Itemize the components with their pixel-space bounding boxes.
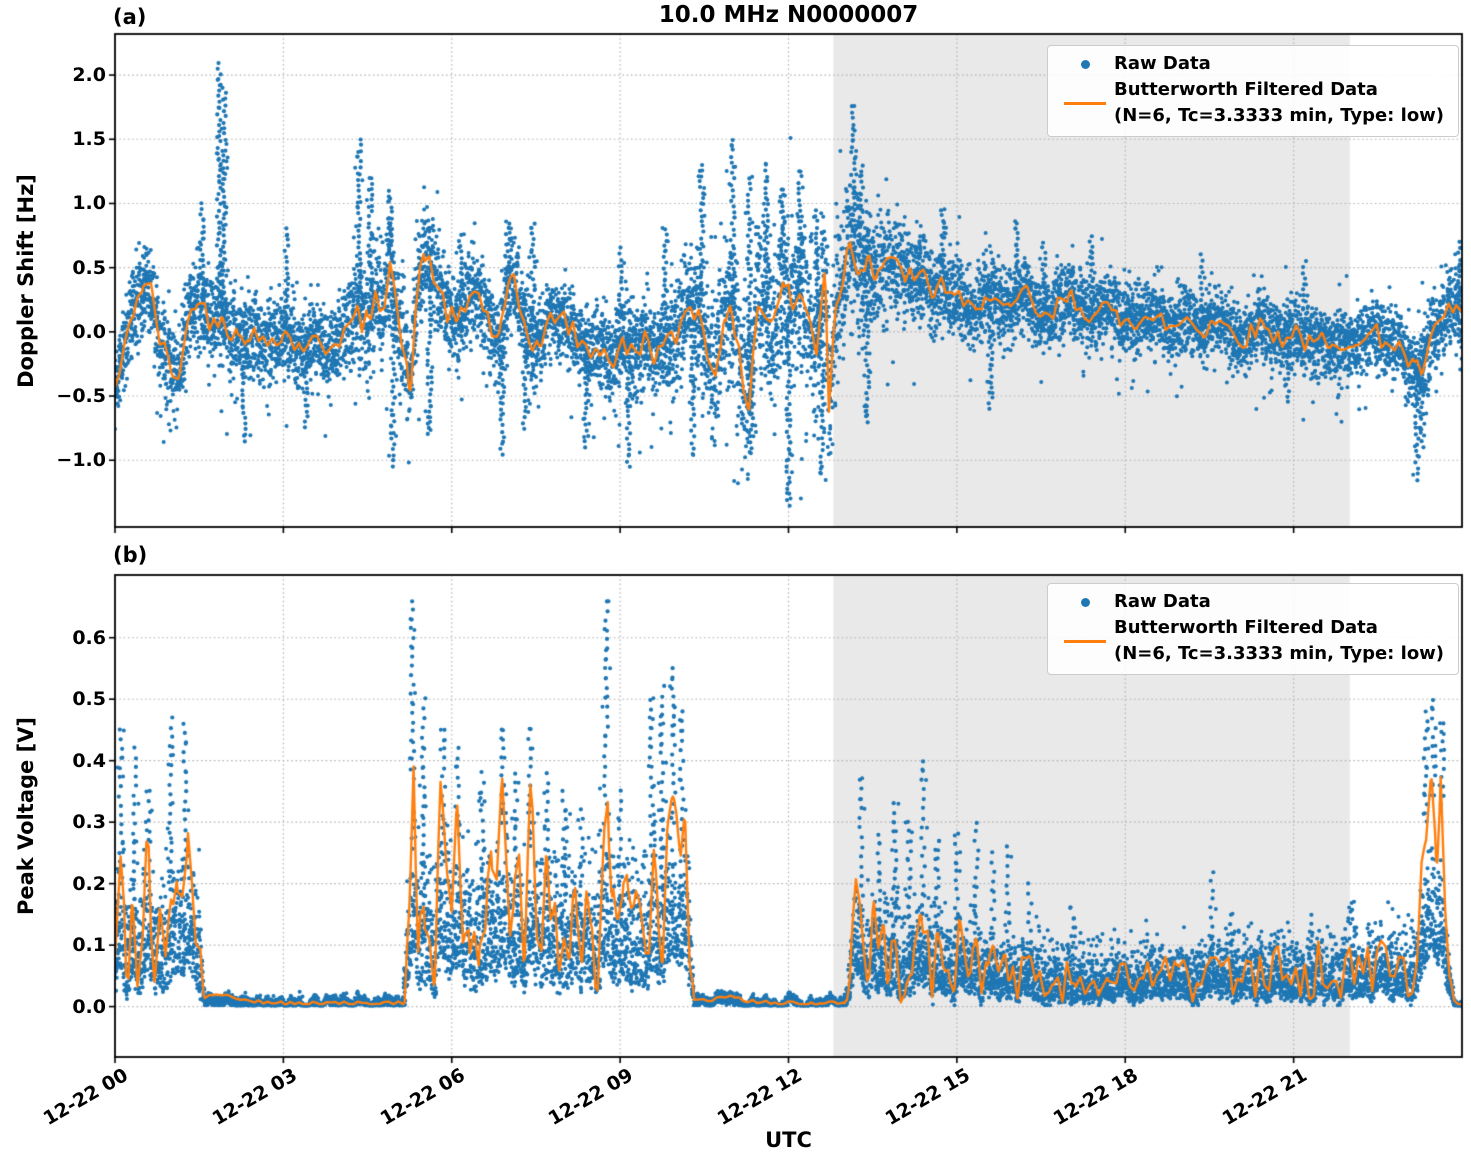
y-tick-label-b: 0.3 (72, 811, 106, 834)
y-tick-label-a: 0.0 (72, 320, 106, 343)
y-tick-label-a: −0.5 (56, 385, 106, 408)
legend-panel-a: Raw Data Butterworth Filtered Data (N=6,… (1047, 45, 1460, 137)
y-tick-label-a: 0.5 (72, 256, 106, 279)
y-tick-label-b: 0.1 (72, 934, 106, 957)
y-tick-label-a: 2.0 (72, 64, 106, 87)
x-axis-label: UTC (765, 1128, 812, 1152)
legend-filtered-label: Butterworth Filtered Data (N=6, Tc=3.333… (1114, 615, 1444, 667)
y-tick-label-b: 0.2 (72, 872, 106, 895)
legend-row-raw: Raw Data (1056, 51, 1444, 77)
y-tick-label-a: 1.5 (72, 128, 106, 151)
raw-data-marker (1056, 59, 1114, 69)
legend-filtered-label-line1: Butterworth Filtered Data (1114, 617, 1378, 638)
panel-a-label: (a) (113, 5, 147, 29)
figure-title: 10.0 MHz N0000007 (658, 2, 919, 28)
y-tick-label-b: 0.6 (72, 626, 106, 649)
y-tick-label-b: 0.0 (72, 995, 106, 1018)
panel-b-label: (b) (113, 543, 148, 567)
legend-row-filtered: Butterworth Filtered Data (N=6, Tc=3.333… (1056, 615, 1444, 667)
legend-raw-label: Raw Data (1114, 591, 1211, 612)
legend-raw-label: Raw Data (1114, 53, 1211, 74)
legend-filtered-label-line2: (N=6, Tc=3.3333 min, Type: low) (1114, 643, 1445, 664)
legend-filtered-label-line2: (N=6, Tc=3.3333 min, Type: low) (1114, 105, 1445, 126)
legend-panel-b: Raw Data Butterworth Filtered Data (N=6,… (1047, 583, 1460, 675)
raw-dot-icon (1080, 597, 1090, 607)
filtered-line-marker (1056, 639, 1114, 643)
legend-row-filtered: Butterworth Filtered Data (N=6, Tc=3.333… (1056, 77, 1444, 129)
y-tick-label-a: 1.0 (72, 192, 106, 215)
filtered-line-marker (1056, 101, 1114, 105)
y-tick-label-a: −1.0 (56, 449, 106, 472)
raw-data-marker (1056, 597, 1114, 607)
legend-filtered-label-line1: Butterworth Filtered Data (1114, 79, 1378, 100)
legend-row-raw: Raw Data (1056, 589, 1444, 615)
y-tick-label-b: 0.4 (72, 749, 106, 772)
legend-filtered-label: Butterworth Filtered Data (N=6, Tc=3.333… (1114, 77, 1444, 129)
y-tick-label-b: 0.5 (72, 688, 106, 711)
filtered-line-icon (1064, 639, 1106, 643)
raw-dot-icon (1080, 59, 1090, 69)
filtered-line-icon (1064, 101, 1106, 105)
